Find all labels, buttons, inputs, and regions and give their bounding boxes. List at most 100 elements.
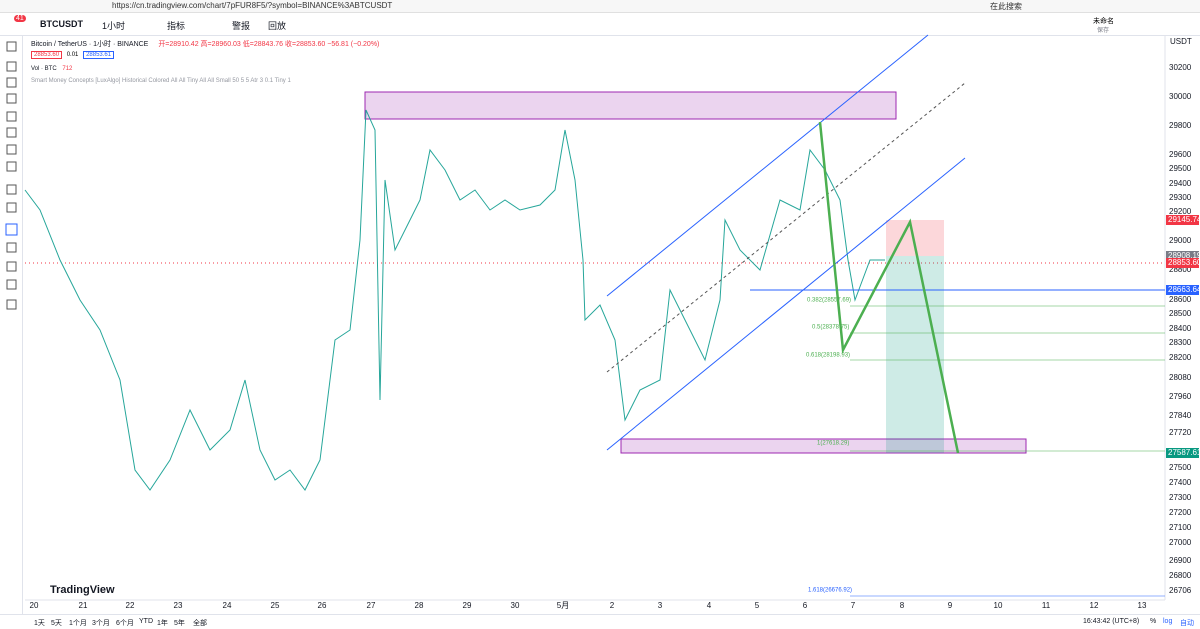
time-label: 25 bbox=[271, 601, 280, 610]
range-button[interactable]: 全部 bbox=[193, 620, 207, 627]
time-label: 9 bbox=[948, 601, 953, 610]
range-button[interactable]: 1个月 bbox=[69, 620, 87, 627]
legend-title: Bitcoin / TetherUS · 1小时 · BINANCE bbox=[31, 41, 149, 48]
price-tag: 28853.60 bbox=[1168, 258, 1200, 267]
price-tick-label: 29200 bbox=[1169, 207, 1192, 216]
price-tick-label: 29300 bbox=[1169, 193, 1192, 202]
time-label: 3 bbox=[658, 601, 663, 610]
tool-icon[interactable] bbox=[6, 184, 17, 195]
tool-icon[interactable] bbox=[6, 242, 17, 253]
range-button[interactable]: 5天 bbox=[51, 620, 62, 627]
tool-icon[interactable] bbox=[6, 77, 17, 88]
tool-icon[interactable] bbox=[5, 223, 18, 236]
price-tick-label: 28200 bbox=[1169, 353, 1192, 362]
range-button[interactable]: 1天 bbox=[34, 620, 45, 627]
tool-icon[interactable] bbox=[6, 61, 17, 72]
range-button[interactable]: YTD bbox=[139, 618, 153, 625]
range-button[interactable]: 6个月 bbox=[116, 620, 134, 627]
tool-icon[interactable] bbox=[6, 93, 17, 104]
price-tick-label: 29600 bbox=[1169, 150, 1192, 159]
price-tick-label: 28400 bbox=[1169, 324, 1192, 333]
price-tick-label: 27500 bbox=[1169, 463, 1192, 472]
price-tick-label: 28600 bbox=[1169, 295, 1192, 304]
price-tick-label: 27000 bbox=[1169, 538, 1192, 547]
range-button[interactable]: 1年 bbox=[157, 620, 168, 627]
price-tick-label: 26900 bbox=[1169, 556, 1192, 565]
price-tag-bg bbox=[1166, 258, 1199, 268]
channel-line bbox=[606, 157, 966, 451]
tool-icon[interactable] bbox=[6, 202, 17, 213]
fib-label: 0.5(28378.75) bbox=[812, 325, 849, 331]
price-tick-label: 27300 bbox=[1169, 493, 1192, 502]
save[interactable]: 保存 bbox=[1097, 28, 1110, 34]
time-label: 21 bbox=[79, 601, 88, 610]
currency[interactable]: USDT bbox=[1170, 37, 1192, 46]
range-button[interactable]: 3个月 bbox=[92, 620, 110, 627]
indicators[interactable]: 指标 bbox=[167, 21, 186, 31]
symbol[interactable]: BTCUSDT bbox=[40, 19, 83, 29]
time-label: 11 bbox=[1042, 601, 1051, 610]
bid[interactable]: 28853.60 bbox=[31, 51, 63, 59]
time-label: 7 bbox=[851, 601, 856, 610]
time-label: 20 bbox=[30, 601, 39, 610]
tool-icon[interactable] bbox=[6, 144, 17, 155]
price-tick-label: 29500 bbox=[1169, 164, 1192, 173]
time-label: 22 bbox=[126, 601, 135, 610]
time-label: 27 bbox=[367, 601, 376, 610]
price-tick-label: 26800 bbox=[1169, 571, 1192, 580]
price-tick-label: 29400 bbox=[1169, 179, 1192, 188]
tool-icon[interactable] bbox=[6, 111, 17, 122]
fib-label: 1.618(26676.92) bbox=[808, 588, 852, 594]
tool-icon[interactable] bbox=[6, 41, 17, 52]
time-label: 10 bbox=[994, 601, 1003, 610]
time-label: 26 bbox=[318, 601, 327, 610]
price-tick-label: 27960 bbox=[1169, 392, 1192, 401]
tool-icon[interactable] bbox=[6, 127, 17, 138]
replay[interactable]: 回放 bbox=[268, 21, 287, 31]
clock: 16:43:42 (UTC+8) bbox=[1083, 618, 1140, 625]
fib-label: 0.618(28198.93) bbox=[806, 353, 850, 359]
interval[interactable]: 1小时 bbox=[102, 21, 126, 31]
tool-icon[interactable] bbox=[6, 261, 17, 272]
price-tick-label: 27200 bbox=[1169, 508, 1192, 517]
quote-boxes: 28853.60 0.01 28853.61 bbox=[31, 51, 115, 59]
bottom-bar: 16:43:42 (UTC+8) % log 自动 1天 5天 1个月 3个月 6个月 Y… bbox=[0, 614, 1200, 629]
legend: Bitcoin / TetherUS · 1小时 · BINANCE 开=289… bbox=[31, 39, 379, 49]
time-label: 30 bbox=[511, 601, 520, 610]
price-tick-label: 28080 bbox=[1169, 373, 1192, 382]
price-tag-bg bbox=[1166, 285, 1199, 295]
alert[interactable]: 警报 bbox=[232, 21, 251, 31]
price-tick-label: 29000 bbox=[1169, 236, 1192, 245]
browser-bar: https://cn.tradingview.com/chart/7pFUR8F… bbox=[0, 0, 1200, 13]
tool-icon[interactable] bbox=[6, 279, 17, 290]
price-tag: 28908.19 bbox=[1168, 251, 1200, 260]
tool-icon[interactable] bbox=[6, 161, 17, 172]
price-tick-label: 30200 bbox=[1169, 63, 1192, 72]
search[interactable]: 在此搜索 bbox=[990, 2, 1022, 11]
time-label: 2 bbox=[610, 601, 615, 610]
auto[interactable]: 自动 bbox=[1180, 620, 1194, 627]
time-label: 24 bbox=[223, 601, 232, 610]
spread: 0.01 bbox=[66, 52, 79, 58]
price-tag-bg bbox=[1166, 215, 1199, 225]
fib-label: 1(27618.29) bbox=[817, 441, 849, 447]
log[interactable]: log bbox=[1163, 618, 1173, 625]
time-label: 6 bbox=[803, 601, 808, 610]
demand-zone bbox=[620, 438, 1027, 454]
price-tick-label: 28500 bbox=[1169, 309, 1192, 318]
range-button[interactable]: 5年 bbox=[174, 620, 185, 627]
toolbar: 41 BTCUSDT 1小时 指标 警报 回放 未命名 保存 bbox=[0, 13, 1200, 36]
url[interactable]: https://cn.tradingview.com/chart/7pFUR8F… bbox=[112, 1, 393, 10]
price-path bbox=[24, 109, 885, 491]
supply-zone bbox=[364, 91, 897, 120]
left-toolbar bbox=[0, 36, 23, 614]
time-label: 5月 bbox=[557, 601, 569, 610]
percent[interactable]: % bbox=[1150, 618, 1157, 625]
layout-name[interactable]: 未命名 bbox=[1093, 18, 1114, 25]
tool-icon[interactable] bbox=[6, 299, 17, 310]
time-label: 13 bbox=[1138, 601, 1147, 610]
price-tag: 29145.74 bbox=[1168, 215, 1200, 224]
ask[interactable]: 28853.61 bbox=[83, 51, 115, 59]
